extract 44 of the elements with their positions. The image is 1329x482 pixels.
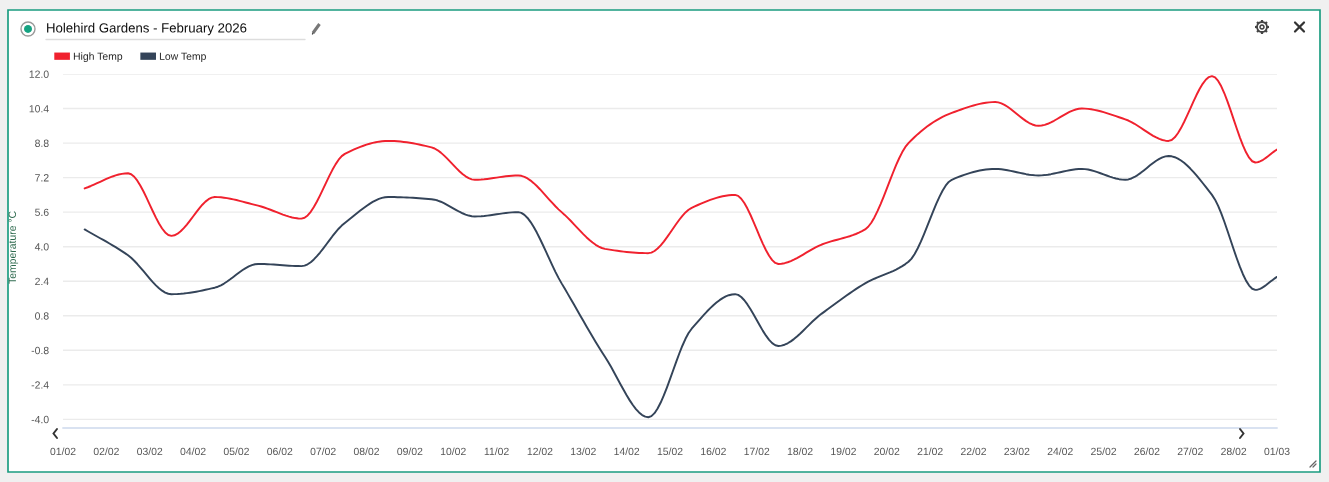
x-tick-label: 21/02 <box>917 447 943 456</box>
y-axis-title: Temperature °C <box>8 211 19 284</box>
legend-label: High Temp <box>73 52 123 62</box>
x-tick-label: 20/02 <box>874 447 900 456</box>
x-tick-label: 05/02 <box>223 447 249 456</box>
x-tick-label: 10/02 <box>440 447 466 456</box>
chart-title: Holehird Gardens - February 2026 <box>47 22 247 36</box>
x-tick-label: 06/02 <box>267 447 293 456</box>
x-tick-label: 26/02 <box>1134 447 1160 456</box>
x-tick-label: 03/02 <box>137 447 163 456</box>
x-tick-label: 13/02 <box>571 447 596 456</box>
x-tick-label: 12/02 <box>527 447 553 456</box>
x-tick-label: 01/02 <box>50 447 76 456</box>
y-tick-label: 8.8 <box>35 139 49 147</box>
x-tick-label: 22/02 <box>960 447 987 456</box>
x-tick-label: 23/02 <box>1004 447 1030 456</box>
x-tick-label: 17/02 <box>744 447 770 456</box>
y-tick-label: -0.8 <box>31 346 49 355</box>
legend-label: Low Temp <box>159 52 206 62</box>
y-tick-label: -4.0 <box>31 415 49 424</box>
x-tick-label: 16/02 <box>701 447 726 456</box>
y-tick-label: 12.0 <box>29 70 49 78</box>
x-tick-label: 25/02 <box>1091 447 1117 456</box>
x-tick-label: 07/02 <box>310 447 336 456</box>
y-tick-label: -2.4 <box>31 381 49 389</box>
x-tick-label: 04/02 <box>180 447 206 456</box>
x-tick-label: 09/02 <box>397 447 423 456</box>
x-tick-label: 19/02 <box>831 447 856 456</box>
x-tick-label: 28/02 <box>1221 447 1247 456</box>
y-tick-label: 7.2 <box>35 174 49 182</box>
x-tick-label: 01/03 <box>1264 447 1290 456</box>
x-tick-label: 18/02 <box>787 447 813 456</box>
x-tick-label: 02/02 <box>93 447 119 456</box>
y-tick-label: 4.0 <box>34 243 49 251</box>
x-tick-label: 08/02 <box>353 447 380 456</box>
x-tick-label: 14/02 <box>614 447 640 456</box>
x-tick-label: 15/02 <box>657 447 683 456</box>
y-tick-label: 10.4 <box>29 105 49 113</box>
x-tick-label: 11/02 <box>484 447 509 456</box>
y-tick-label: 0.8 <box>35 312 49 320</box>
x-tick-label: 27/02 <box>1177 447 1203 456</box>
y-tick-label: 5.6 <box>35 208 49 217</box>
x-tick-label: 24/02 <box>1047 447 1073 456</box>
y-tick-label: 2.4 <box>35 277 49 285</box>
